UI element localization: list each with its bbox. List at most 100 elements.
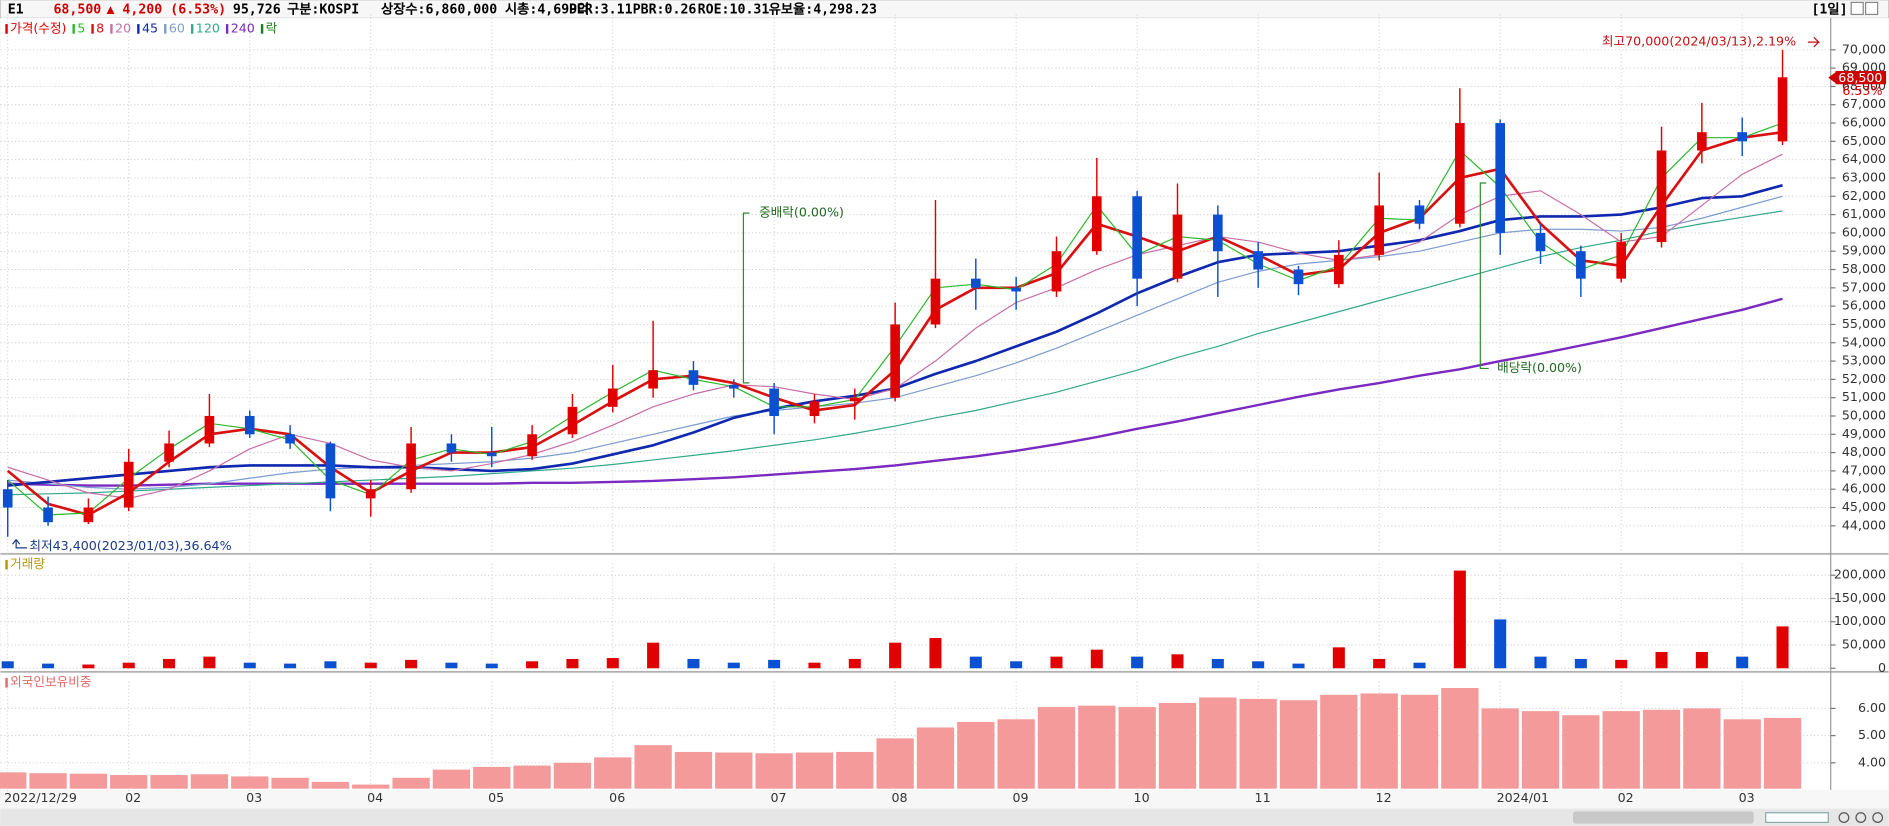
y-tick-label: 5.00 xyxy=(1858,727,1886,742)
legend-marker xyxy=(5,559,8,570)
bar xyxy=(82,664,95,669)
roe: ROE:10.31 xyxy=(698,3,770,18)
bar xyxy=(594,757,632,789)
candle-body xyxy=(83,507,94,523)
bar xyxy=(432,769,471,789)
bar xyxy=(150,775,188,789)
y-tick-label: 6.00 xyxy=(1858,700,1886,715)
y-tick-label: 47,000 xyxy=(1842,462,1886,477)
listed-shares: 상장수:6,860,000 xyxy=(381,1,497,18)
y-tick-label: 150,000 xyxy=(1834,590,1886,605)
y-tick-label: 48,000 xyxy=(1842,444,1886,459)
change-pct: (6.53%) xyxy=(170,3,226,18)
x-tick-label: 09 xyxy=(1013,790,1029,805)
x-tick-label: 06 xyxy=(609,790,625,805)
zoom-reset[interactable] xyxy=(1855,812,1867,823)
candle-body xyxy=(607,388,618,407)
bar xyxy=(405,659,418,669)
moving-average xyxy=(7,297,1783,487)
date-axis xyxy=(0,789,1889,808)
y-tick-label: 61,000 xyxy=(1842,206,1886,221)
y-tick-label: 63,000 xyxy=(1842,169,1886,184)
bar xyxy=(284,663,297,669)
candle-body xyxy=(1455,123,1465,224)
candle-body xyxy=(1092,196,1102,252)
window-button[interactable] xyxy=(1865,1,1879,16)
y-tick-label: 52,000 xyxy=(1842,371,1886,386)
candle-body xyxy=(1777,77,1788,142)
candle-body xyxy=(43,507,53,523)
candle-body xyxy=(1697,132,1707,151)
bar xyxy=(1131,656,1144,669)
bar xyxy=(122,662,135,669)
candle-body xyxy=(365,489,376,499)
window-button[interactable] xyxy=(1850,1,1864,16)
legend-entry: 가격(수정) xyxy=(10,20,66,35)
period[interactable]: [1일] xyxy=(1811,2,1847,18)
bar xyxy=(526,661,539,669)
y-tick-label: 56,000 xyxy=(1842,298,1886,313)
y-tick-label: 54,000 xyxy=(1842,334,1886,349)
zoom-in[interactable] xyxy=(1872,812,1884,823)
bar xyxy=(836,751,874,789)
bar xyxy=(1441,687,1479,789)
candle-body xyxy=(1495,123,1505,233)
legend-marker xyxy=(72,24,75,34)
candle-body xyxy=(1132,196,1142,279)
scroll-thumb[interactable] xyxy=(1573,811,1754,824)
candle-body xyxy=(1374,205,1384,255)
y-tick-label: 57,000 xyxy=(1842,279,1886,294)
candle-body xyxy=(204,415,215,444)
y-tick-label: 60,000 xyxy=(1842,224,1886,239)
low-arrow xyxy=(12,539,27,549)
x-tick-label: 03 xyxy=(1739,790,1755,805)
bar xyxy=(727,662,740,669)
bar xyxy=(1413,662,1426,669)
y-tick-label: 58,000 xyxy=(1842,261,1886,276)
legend-marker xyxy=(164,24,167,34)
annotation-bracket xyxy=(1479,182,1489,370)
bar xyxy=(566,658,579,669)
x-tick-label: 08 xyxy=(892,790,908,805)
bar xyxy=(190,774,229,789)
y-tick-label: 44,000 xyxy=(1842,517,1886,532)
bar xyxy=(755,753,793,789)
bar xyxy=(1078,705,1116,789)
candle-body xyxy=(1414,205,1425,224)
candle-body xyxy=(728,384,739,389)
bar xyxy=(768,659,781,669)
legend-entry: 240 xyxy=(231,20,255,35)
header-bar xyxy=(0,0,1889,19)
x-tick-label: 2024/01 xyxy=(1497,790,1549,805)
zoom-slider[interactable] xyxy=(1765,812,1829,823)
bar xyxy=(889,642,902,669)
scrollbar[interactable] xyxy=(0,809,1889,826)
x-tick-label: 2022/12/29 xyxy=(4,790,77,805)
x-tick-label: 02 xyxy=(125,790,141,805)
bar xyxy=(1090,649,1103,669)
zoom-out[interactable] xyxy=(1838,812,1850,823)
bar xyxy=(1453,570,1466,669)
last-price-label: 68,500 xyxy=(1838,70,1882,85)
annotation: 배당락(0.00%) xyxy=(1497,360,1582,375)
stock-code: E1 xyxy=(8,3,24,18)
candle-body xyxy=(1051,251,1062,292)
bar xyxy=(1723,719,1761,789)
bar xyxy=(243,662,256,669)
legend-marker xyxy=(225,24,229,34)
pbr: PBR:0.26 xyxy=(633,3,697,18)
bar xyxy=(876,738,914,789)
legend-entry: 120 xyxy=(196,20,220,35)
bar xyxy=(1158,702,1197,789)
candle-body xyxy=(1334,254,1344,285)
bar xyxy=(42,663,55,669)
y-tick-label: 66,000 xyxy=(1842,115,1886,130)
bar xyxy=(324,661,337,669)
bar xyxy=(392,777,430,789)
bar xyxy=(634,745,672,789)
x-tick-label: 04 xyxy=(367,790,383,805)
candle-body xyxy=(930,278,941,325)
bar xyxy=(929,638,942,669)
last-price-box xyxy=(1835,71,1887,85)
bar xyxy=(1211,658,1224,669)
